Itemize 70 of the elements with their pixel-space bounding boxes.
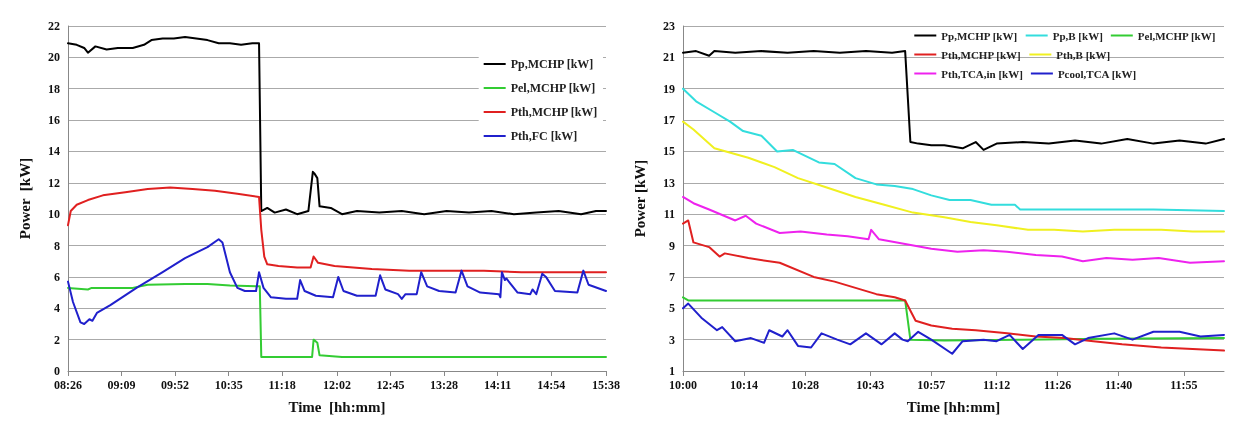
x-axis-title: Time [hh:mm]: [906, 398, 1001, 415]
legend-label: Pth,MCHP [kW]: [941, 48, 1021, 61]
y-tick-label: 19: [663, 81, 675, 96]
y-tick-label: 12: [48, 175, 60, 190]
line-series: [67, 186, 607, 274]
y-tick-label: 0: [54, 364, 60, 378]
x-tick-label: 11:26: [1043, 378, 1072, 392]
y-tick-label: 22: [48, 19, 60, 33]
y-tick-label: 17: [663, 113, 675, 128]
x-tick-label: 10:35: [214, 378, 243, 392]
x-axis-title: Time [hh:mm]: [288, 398, 386, 415]
y-tick-label: 23: [663, 19, 675, 33]
y-tick-label: 3: [669, 332, 675, 347]
x-tick-label: 14:54: [537, 378, 566, 392]
x-tick-label: 14:11: [483, 378, 512, 392]
legend-label: Pth,FC [kW]: [510, 129, 578, 143]
y-tick-label: 4: [54, 301, 60, 316]
y-tick-label: 18: [48, 81, 60, 96]
legend-label: Pth,TCA,in [kW]: [941, 67, 1023, 80]
line-series: [682, 302, 1225, 355]
x-tick-label: 13:28: [430, 378, 459, 392]
y-tick-label: 5: [669, 301, 675, 316]
line-series: [682, 87, 1225, 213]
line-series: [682, 195, 1225, 264]
legend-label: Pcool,TCA [kW]: [1057, 67, 1137, 80]
x-tick-label: 10:28: [790, 378, 819, 392]
x-tick-label: 10:00: [669, 378, 697, 392]
line-series: [67, 35, 607, 216]
legend-label: Pp,B [kW]: [1052, 29, 1103, 42]
y-tick-label: 14: [48, 144, 60, 159]
y-tick-label: 15: [663, 144, 675, 159]
legend-label: Pp,MCHP [kW]: [510, 57, 594, 71]
x-tick-label: 12:45: [376, 378, 405, 392]
legend-label: Pth,MCHP [kW]: [510, 105, 598, 119]
x-tick-label: 10:43: [856, 378, 885, 392]
line-series: [682, 296, 1225, 342]
x-tick-label: 10:14: [729, 378, 758, 392]
line-series: [682, 50, 1225, 151]
legend-label: Pp,MCHP [kW]: [941, 29, 1018, 42]
x-tick-label: 08:26: [54, 378, 82, 392]
legend-label: Pth,B [kW]: [1056, 48, 1111, 61]
y-tick-label: 13: [663, 175, 675, 190]
y-axis-title: Power [kW]: [16, 157, 33, 240]
y-tick-label: 2: [54, 332, 60, 347]
y-tick-label: 10: [48, 207, 60, 222]
x-tick-label: 11:18: [268, 378, 296, 392]
legend-label: Pel,MCHP [kW]: [1137, 29, 1216, 42]
y-tick-label: 1: [669, 364, 675, 378]
line-series: [67, 282, 607, 358]
x-tick-label: 11:12: [982, 378, 1011, 392]
line-series: [682, 219, 1225, 352]
x-tick-label: 11:40: [1104, 378, 1133, 392]
y-tick-label: 7: [669, 269, 675, 284]
x-tick-label: 15:38: [592, 378, 620, 392]
y-tick-label: 20: [48, 50, 60, 65]
x-tick-label: 12:02: [323, 378, 351, 392]
y-axis-title: Power [kW]: [631, 159, 648, 238]
x-tick-label: 11:55: [1170, 378, 1198, 392]
y-tick-label: 21: [663, 50, 675, 65]
y-tick-label: 6: [54, 269, 60, 284]
x-tick-label: 09:52: [161, 378, 190, 392]
y-tick-label: 11: [663, 207, 675, 222]
x-tick-label: 10:57: [917, 378, 946, 392]
line-series: [682, 120, 1225, 233]
legend-label: Pel,MCHP [kW]: [510, 81, 596, 95]
x-tick-label: 09:09: [107, 378, 136, 392]
y-tick-label: 16: [48, 113, 60, 128]
y-tick-label: 9: [669, 238, 675, 253]
line-series: [67, 238, 607, 325]
y-tick-label: 8: [54, 238, 60, 253]
